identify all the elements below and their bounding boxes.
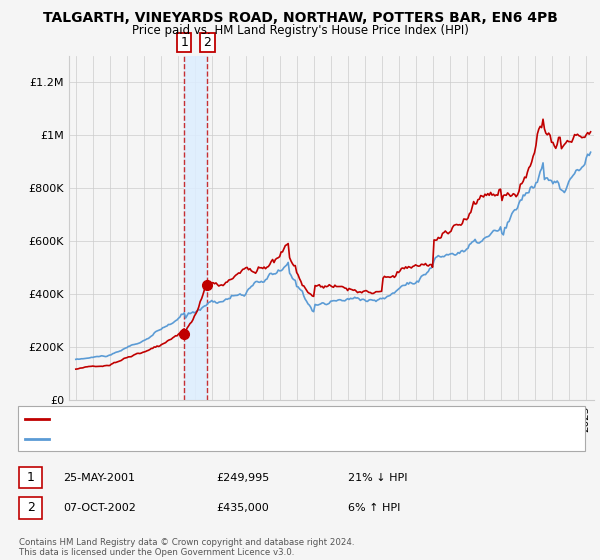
Text: £435,000: £435,000 bbox=[216, 503, 269, 513]
Text: 6% ↑ HPI: 6% ↑ HPI bbox=[348, 503, 400, 513]
Text: 1: 1 bbox=[26, 471, 35, 484]
Text: 2: 2 bbox=[26, 501, 35, 515]
Text: Price paid vs. HM Land Registry's House Price Index (HPI): Price paid vs. HM Land Registry's House … bbox=[131, 24, 469, 36]
Text: £249,995: £249,995 bbox=[216, 473, 269, 483]
Text: 2: 2 bbox=[203, 36, 211, 49]
Bar bbox=[184, 56, 208, 400]
Text: TALGARTH, VINEYARDS ROAD, NORTHAW, POTTERS BAR, EN6 4PB: TALGARTH, VINEYARDS ROAD, NORTHAW, POTTE… bbox=[43, 11, 557, 25]
Text: Contains HM Land Registry data © Crown copyright and database right 2024.
This d: Contains HM Land Registry data © Crown c… bbox=[19, 538, 355, 557]
Text: 21% ↓ HPI: 21% ↓ HPI bbox=[348, 473, 407, 483]
Text: 07-OCT-2002: 07-OCT-2002 bbox=[63, 503, 136, 513]
Text: HPI: Average price, detached house, Welwyn Hatfield: HPI: Average price, detached house, Welw… bbox=[54, 434, 314, 444]
Text: 25-MAY-2001: 25-MAY-2001 bbox=[63, 473, 135, 483]
Text: TALGARTH, VINEYARDS ROAD, NORTHAW, POTTERS BAR,  EN6 4PB (detached house): TALGARTH, VINEYARDS ROAD, NORTHAW, POTTE… bbox=[54, 413, 469, 423]
Text: 1: 1 bbox=[180, 36, 188, 49]
